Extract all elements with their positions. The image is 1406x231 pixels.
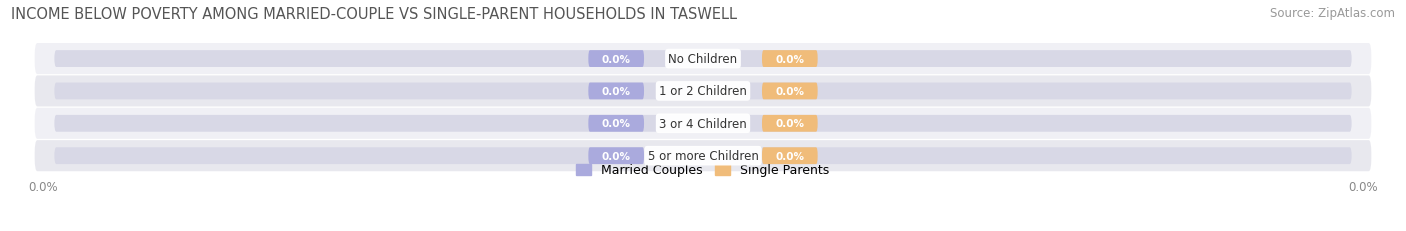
Text: INCOME BELOW POVERTY AMONG MARRIED-COUPLE VS SINGLE-PARENT HOUSEHOLDS IN TASWELL: INCOME BELOW POVERTY AMONG MARRIED-COUPL… — [11, 7, 737, 22]
Text: 0.0%: 0.0% — [1348, 180, 1378, 193]
Text: 0.0%: 0.0% — [775, 119, 804, 129]
Text: 1 or 2 Children: 1 or 2 Children — [659, 85, 747, 98]
Legend: Married Couples, Single Parents: Married Couples, Single Parents — [576, 164, 830, 177]
Text: No Children: No Children — [668, 53, 738, 66]
FancyBboxPatch shape — [55, 116, 1351, 132]
FancyBboxPatch shape — [55, 51, 1351, 68]
FancyBboxPatch shape — [55, 148, 1351, 164]
FancyBboxPatch shape — [588, 51, 644, 68]
Text: 0.0%: 0.0% — [28, 180, 58, 193]
Text: 0.0%: 0.0% — [602, 119, 631, 129]
Text: 0.0%: 0.0% — [602, 151, 631, 161]
FancyBboxPatch shape — [588, 116, 644, 132]
FancyBboxPatch shape — [588, 148, 644, 164]
Text: 3 or 4 Children: 3 or 4 Children — [659, 117, 747, 130]
Text: 0.0%: 0.0% — [775, 54, 804, 64]
Text: 5 or more Children: 5 or more Children — [648, 149, 758, 162]
Text: 0.0%: 0.0% — [602, 54, 631, 64]
FancyBboxPatch shape — [35, 140, 1371, 171]
FancyBboxPatch shape — [35, 44, 1371, 75]
FancyBboxPatch shape — [588, 83, 644, 100]
FancyBboxPatch shape — [35, 76, 1371, 107]
Text: 0.0%: 0.0% — [602, 87, 631, 97]
FancyBboxPatch shape — [762, 148, 818, 164]
Text: 0.0%: 0.0% — [775, 151, 804, 161]
Text: 0.0%: 0.0% — [775, 87, 804, 97]
FancyBboxPatch shape — [35, 108, 1371, 139]
Text: Source: ZipAtlas.com: Source: ZipAtlas.com — [1270, 7, 1395, 20]
FancyBboxPatch shape — [762, 83, 818, 100]
FancyBboxPatch shape — [762, 51, 818, 68]
FancyBboxPatch shape — [762, 116, 818, 132]
FancyBboxPatch shape — [55, 83, 1351, 100]
